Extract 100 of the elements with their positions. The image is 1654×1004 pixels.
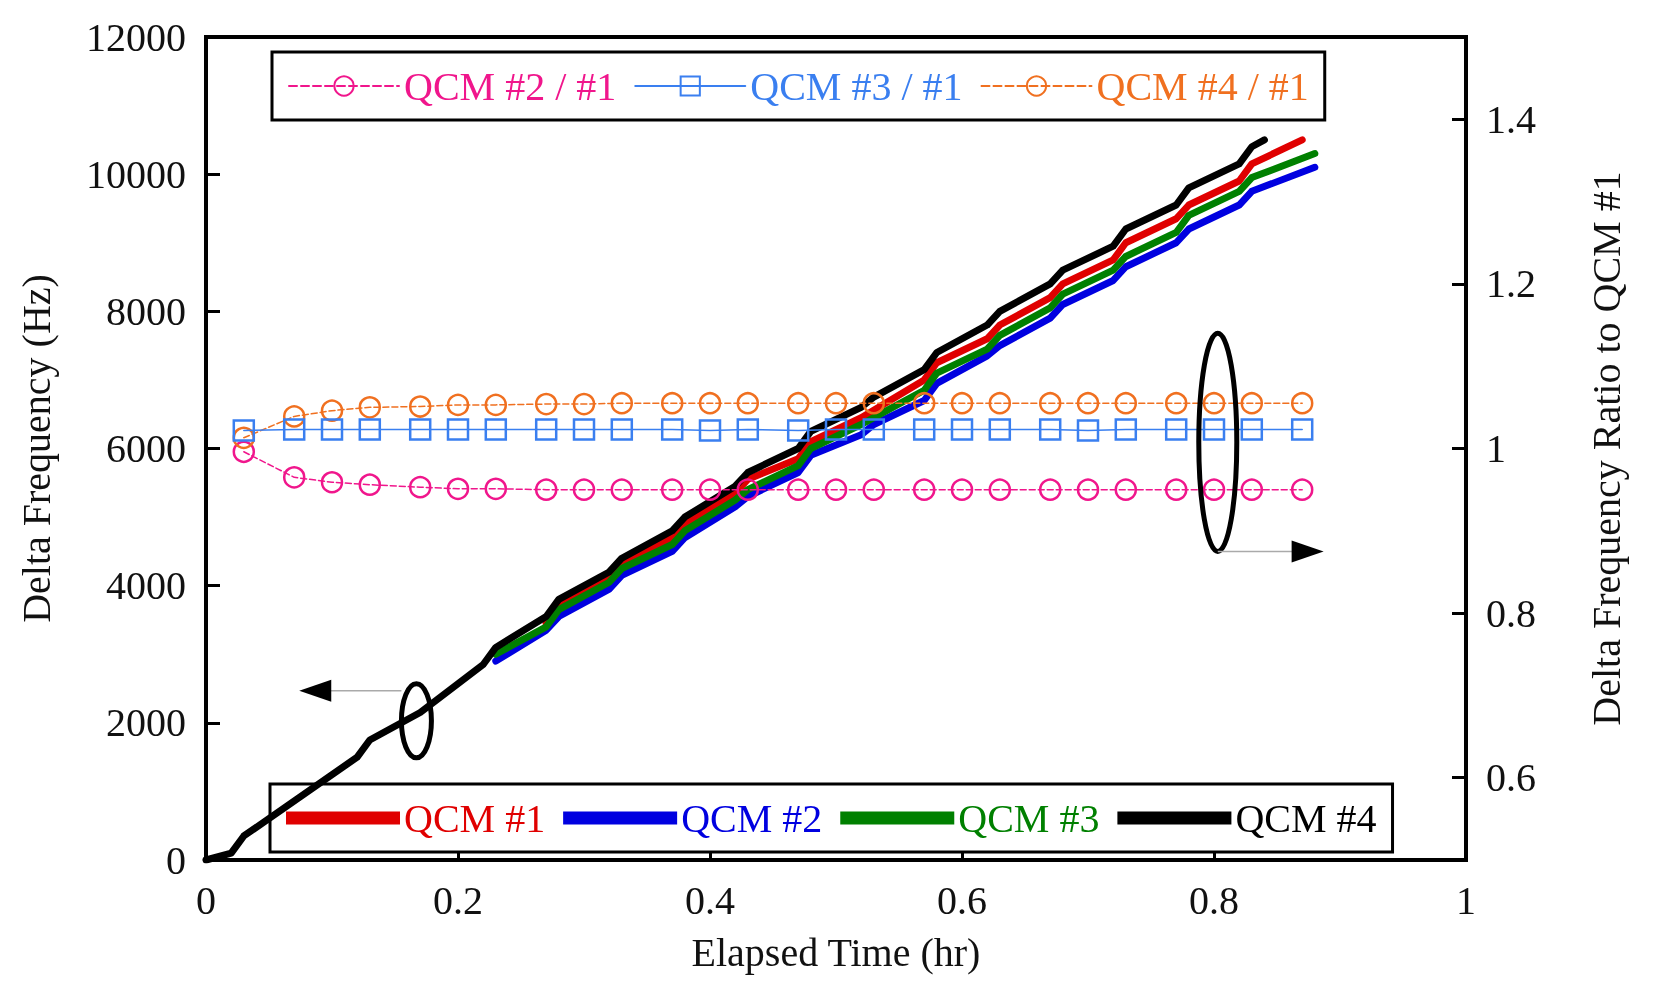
point (610, 391, 634, 415)
point (446, 418, 470, 441)
y2-tick-label: 1 (1486, 426, 1506, 471)
point (912, 418, 936, 441)
point (408, 475, 432, 499)
y-tick-label: 0 (166, 837, 186, 883)
point (862, 391, 886, 415)
legend-label: QCM #1 (404, 795, 546, 841)
legend-label: QCM #3 (958, 795, 1100, 841)
point (736, 391, 760, 415)
point (1240, 391, 1264, 415)
point (912, 478, 936, 501)
point (1076, 391, 1100, 415)
x-tick-label: 0.2 (433, 877, 483, 923)
y-axis-title: Delta Frequency (Hz) (13, 274, 59, 623)
point (660, 391, 684, 415)
point (572, 392, 596, 416)
point (446, 477, 470, 501)
y2-tick-label: 1.4 (1486, 96, 1536, 142)
point (862, 418, 886, 441)
point (534, 478, 558, 501)
point (1202, 418, 1226, 441)
point (1202, 391, 1226, 415)
point (786, 419, 810, 442)
point (698, 478, 722, 501)
point (358, 473, 382, 496)
point (572, 478, 596, 501)
point (572, 418, 596, 441)
point (862, 478, 886, 501)
point (446, 393, 470, 417)
x-tick-label: 0 (196, 877, 216, 923)
y-tick-label: 6000 (106, 426, 186, 471)
point (660, 418, 684, 441)
legend-label: QCM #4 / #1 (1096, 63, 1309, 109)
point (988, 418, 1012, 441)
point (1202, 478, 1226, 501)
point (358, 396, 382, 419)
legend-label: QCM #3 / #1 (750, 63, 963, 109)
y-tick-label: 10000 (86, 151, 186, 197)
x-tick-label: 0.6 (937, 877, 987, 923)
point (1114, 418, 1138, 441)
legend-label: QCM #2 / #1 (404, 63, 617, 109)
point (736, 418, 760, 441)
y2-tick-label: 0.8 (1486, 590, 1536, 636)
point (988, 478, 1012, 501)
point (320, 471, 344, 494)
point (484, 418, 508, 441)
point (408, 418, 432, 441)
point (408, 395, 432, 418)
point (1076, 478, 1100, 501)
point (282, 466, 306, 489)
point (534, 418, 558, 441)
y2-tick-label: 1.2 (1486, 261, 1536, 307)
legend-label: QCM #4 (1235, 795, 1377, 841)
point (824, 418, 848, 441)
point (1038, 478, 1062, 501)
point (282, 418, 306, 441)
point (1038, 391, 1062, 415)
point (1114, 391, 1138, 415)
point (282, 405, 306, 428)
point (950, 478, 974, 501)
point (950, 391, 974, 415)
x-tick-label: 0.8 (1189, 877, 1239, 923)
point (786, 478, 810, 501)
point (534, 392, 558, 416)
y-tick-label: 2000 (106, 700, 186, 746)
y2-tick-label: 0.6 (1486, 755, 1536, 801)
point (610, 478, 634, 501)
point (1164, 478, 1188, 501)
point (1114, 478, 1138, 501)
point (1164, 391, 1188, 415)
point (1290, 418, 1314, 441)
point (660, 478, 684, 501)
point (358, 418, 382, 441)
point (1076, 419, 1100, 442)
legend-label: QCM #2 (681, 795, 823, 841)
point (1164, 418, 1188, 441)
x-tick-label: 1 (1456, 877, 1476, 923)
point (320, 418, 344, 441)
y-tick-label: 12000 (86, 14, 186, 60)
point (484, 393, 508, 417)
point (824, 478, 848, 501)
point (1240, 478, 1264, 501)
point (824, 391, 848, 415)
point (1240, 418, 1264, 441)
y-tick-label: 4000 (106, 563, 186, 609)
y-tick-label: 8000 (106, 288, 186, 334)
point (1290, 478, 1314, 501)
point (698, 391, 722, 415)
x-axis-title: Elapsed Time (hr) (691, 929, 981, 975)
point (698, 419, 722, 442)
x-tick-label: 0.4 (685, 877, 735, 923)
point (232, 419, 256, 442)
point (610, 418, 634, 441)
point (736, 478, 760, 501)
y2-axis-title: Delta Frequency Ratio to QCM #1 (1583, 171, 1629, 726)
point (786, 391, 810, 415)
point (912, 391, 936, 415)
point (1038, 418, 1062, 441)
point (1290, 391, 1314, 415)
